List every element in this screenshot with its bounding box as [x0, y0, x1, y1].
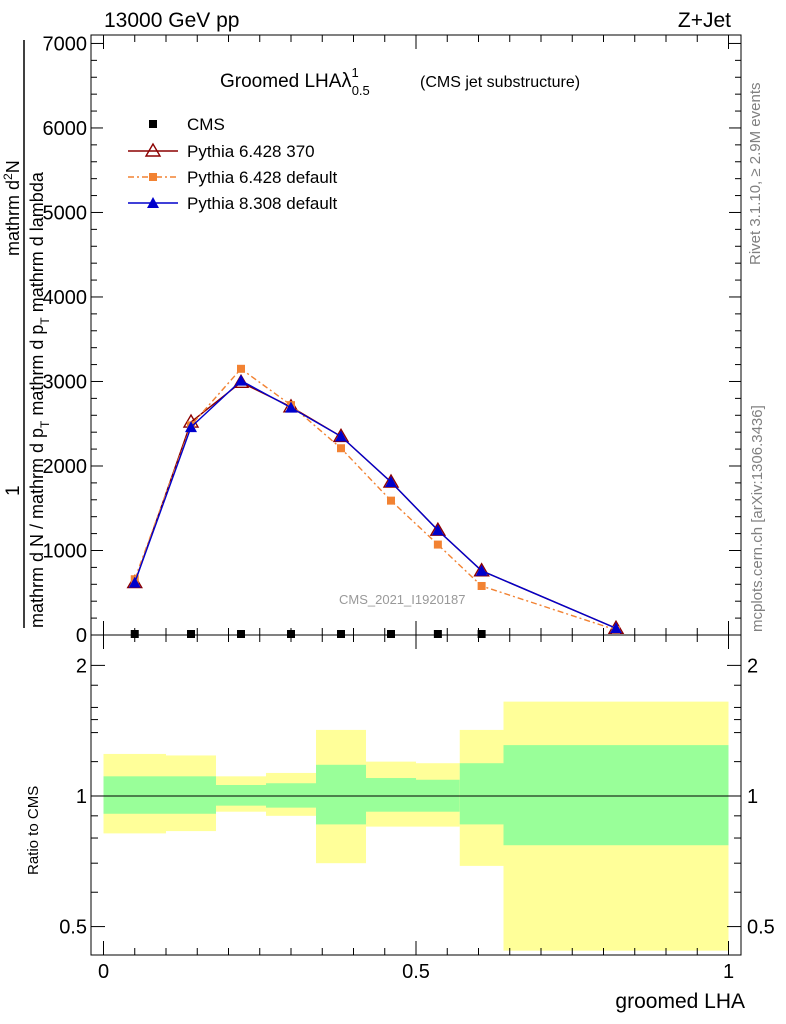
- ratio-ylabel: Ratio to CMS: [25, 786, 42, 875]
- ratio-band-green: [266, 783, 316, 808]
- data-point: [237, 630, 245, 638]
- data-point: [431, 524, 444, 536]
- main-ytick-label: 0: [76, 625, 87, 647]
- legend-marker: [149, 173, 157, 181]
- ratio-ytick-label: 2: [76, 655, 87, 677]
- data-point: [433, 540, 442, 549]
- main-ytick-label: 6000: [43, 118, 88, 140]
- analysis-tag: CMS_2021_I1920187: [339, 592, 466, 607]
- ratio-axis-ticks: 0.5 0.5 1 1 2 2 0 0.5 1: [59, 635, 775, 983]
- ratio-xtick-label: 0.5: [402, 961, 430, 983]
- plot-title-text: Groomed LHA: [220, 71, 342, 92]
- series-pythia-8-308-default: [128, 374, 622, 634]
- plot-title-sup: 1: [351, 65, 358, 80]
- plot-title: Groomed LHAλ1 0.5: [220, 65, 370, 98]
- ratio-ytick-label-right: 2: [747, 655, 758, 677]
- data-point: [128, 576, 141, 588]
- legend-marker: [149, 120, 157, 128]
- plot-subtitle: (CMS jet substructure): [420, 74, 580, 91]
- data-point: [237, 364, 245, 373]
- legend-item: Pythia 6.428 370: [128, 142, 315, 161]
- ratio-band-green: [166, 776, 216, 814]
- ratio-band-green: [103, 776, 166, 814]
- ratio-bands: [103, 701, 729, 951]
- data-point: [477, 630, 486, 638]
- ratio-ytick-label: 0.5: [59, 917, 87, 939]
- ratio-band-green: [216, 785, 266, 806]
- data-point: [187, 630, 195, 638]
- ylabel-denom-a-sub: T: [38, 420, 52, 428]
- ratio-ytick-label-right: 0.5: [747, 917, 775, 939]
- data-point: [185, 421, 197, 433]
- main-ytick-label: 4000: [43, 287, 88, 309]
- ratio-band-green: [316, 764, 366, 825]
- main-ytick-label: 7000: [43, 33, 88, 55]
- data-point: [385, 476, 397, 488]
- data-point: [475, 564, 488, 576]
- ratio-band-green: [459, 763, 504, 825]
- rivet-label: Rivet 3.1.10, ≥ 2.9M events: [747, 83, 764, 266]
- ratio-ytick-label: 1: [76, 786, 87, 808]
- ylabel-denom-b-sub: T: [38, 317, 52, 325]
- legend: CMS Pythia 6.428 370 Pythia 6.428 default P…: [128, 115, 338, 213]
- main-ytick-label: 5000: [43, 202, 88, 224]
- ylabel-numerator-tail: N: [3, 160, 23, 173]
- main-axis-ticks: 0 1000 2000 3000 4000 5000 6000 7000: [43, 33, 741, 647]
- mcplots-label: mcplots.cern.ch [arXiv:1306.3436]: [749, 405, 766, 632]
- ylabel-denominator: mathrm d N / mathrm d pT mathrm d pT mat…: [27, 171, 52, 628]
- main-series-group: [126, 364, 625, 638]
- legend-item: Pythia 8.308 default: [128, 194, 338, 213]
- data-point: [337, 630, 345, 638]
- legend-label: Pythia 6.428 370: [187, 142, 315, 161]
- data-point: [235, 374, 247, 386]
- energy-label: 13000 GeV pp: [104, 9, 239, 32]
- ylabel-numerator-prefix: 1: [3, 485, 24, 496]
- data-point: [285, 401, 297, 413]
- legend-label: Pythia 8.308 default: [187, 194, 338, 213]
- ratio-band-green: [503, 745, 729, 846]
- ylabel-numerator: mathrm d2N: [1, 160, 23, 256]
- ratio-band-green: [366, 778, 416, 812]
- main-ylabel: 1 mathrm d2N mathrm d N / mathrm d pT ma…: [1, 40, 52, 628]
- plot-title-sub: 0.5: [352, 83, 370, 98]
- data-point: [287, 630, 295, 638]
- legend-marker: [147, 197, 159, 208]
- legend-label: Pythia 6.428 default: [187, 168, 338, 187]
- main-ytick-label: 2000: [43, 456, 88, 478]
- ratio-ytick-label-right: 1: [747, 786, 758, 808]
- ylabel-numerator-sup: 2: [1, 173, 15, 180]
- legend-item: CMS: [149, 115, 225, 134]
- legend-item: Pythia 6.428 default: [128, 168, 338, 187]
- ylabel-numerator-main: mathrm d: [3, 180, 23, 256]
- plot-title-symbol: λ: [341, 70, 351, 92]
- main-ytick-label: 1000: [43, 540, 88, 562]
- process-label: Z+Jet: [678, 9, 731, 32]
- data-point: [433, 630, 442, 638]
- data-point: [337, 444, 345, 453]
- data-point: [387, 630, 395, 638]
- series-line: [134, 367, 617, 631]
- ratio-xtick-label: 0: [98, 961, 109, 983]
- main-ytick-label: 3000: [43, 371, 88, 393]
- series-cms: [130, 630, 486, 638]
- legend-label: CMS: [187, 115, 225, 134]
- ratio-xtick-label: 1: [723, 961, 734, 983]
- ylabel-denom-a: mathrm d N / mathrm d p: [27, 428, 47, 628]
- main-plot-panel: 0 1000 2000 3000 4000 5000 6000 7000 Groomed LH…: [43, 33, 742, 647]
- data-point: [610, 622, 622, 634]
- ylabel-denom-c: mathrm d lambda: [27, 171, 47, 317]
- ratio-plot-panel: 0.5 0.5 1 1 2 2 0 0.5 1 Ratio to CMS groomed LHA: [25, 634, 775, 1013]
- legend-marker: [144, 142, 162, 157]
- data-point: [335, 430, 347, 442]
- ylabel-denom-b: mathrm d p: [27, 325, 47, 421]
- data-point: [387, 496, 395, 505]
- x-axis-label: groomed LHA: [615, 990, 745, 1013]
- data-point: [130, 630, 139, 638]
- data-point: [477, 581, 486, 590]
